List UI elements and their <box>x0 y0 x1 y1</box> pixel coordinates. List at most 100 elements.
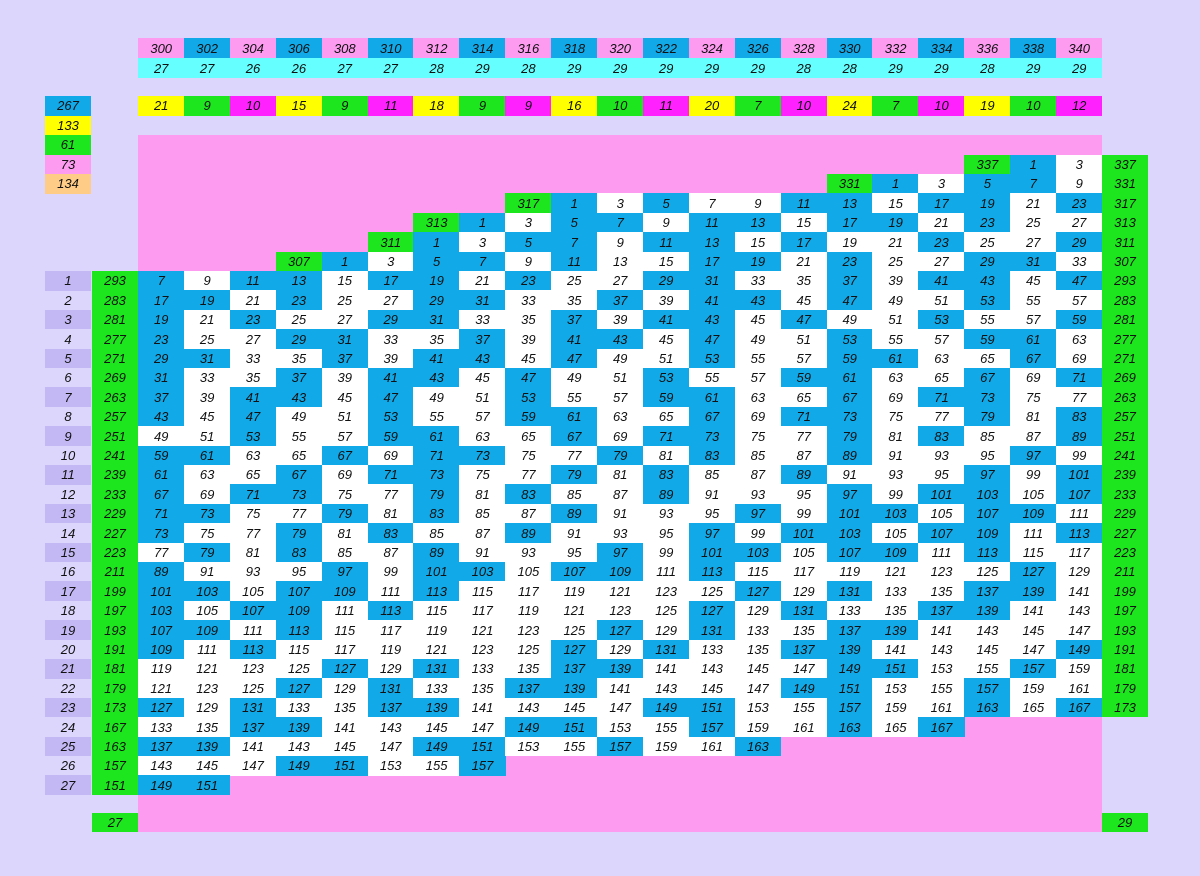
cell: 135 <box>459 678 506 699</box>
header-count: 28 <box>413 58 460 78</box>
cell: 135 <box>780 620 827 640</box>
cell: 19 <box>183 290 231 311</box>
row-right: 173 <box>1102 697 1148 718</box>
cell: 33 <box>229 348 277 369</box>
cell: 141 <box>1056 581 1103 602</box>
cell: 13 <box>826 193 873 214</box>
cell: 35 <box>275 348 323 369</box>
cell: 119 <box>413 620 460 640</box>
cell: 17 <box>918 193 965 214</box>
cell: 109 <box>321 581 368 602</box>
cell: 167 <box>918 717 965 737</box>
cell: 61 <box>413 426 460 446</box>
cell: 99 <box>1010 465 1057 485</box>
cell: 139 <box>872 620 919 640</box>
legend-cell: 133 <box>45 115 91 135</box>
cell: 79 <box>964 406 1011 427</box>
cell: 155 <box>413 756 460 776</box>
cell: 97 <box>734 503 782 524</box>
cell: 101 <box>138 581 185 602</box>
cell: 143 <box>367 717 414 737</box>
cell: 119 <box>138 659 185 679</box>
header-top: 322 <box>642 38 690 58</box>
cell: 105 <box>780 542 827 563</box>
cell: 9 <box>597 232 644 252</box>
header-group: 18 <box>413 96 460 116</box>
cell: 55 <box>275 426 323 446</box>
cell: 49 <box>551 368 598 388</box>
cell: 27 <box>918 251 965 272</box>
cell: 55 <box>734 348 782 369</box>
cell: 149 <box>275 756 323 776</box>
cell: 143 <box>918 639 965 660</box>
cell: 75 <box>872 406 919 427</box>
cell: 27 <box>1010 232 1057 252</box>
cell: 137 <box>505 678 552 699</box>
cell: 97 <box>321 562 368 582</box>
cell: 83 <box>413 503 460 524</box>
cell: 41 <box>413 348 460 369</box>
cell: 109 <box>275 600 323 621</box>
cell: 157 <box>597 736 644 757</box>
cell: 55 <box>413 406 460 427</box>
row-right: 337 <box>1102 154 1148 175</box>
cell: 33 <box>367 329 414 349</box>
cell: 131 <box>642 639 690 660</box>
cell: 41 <box>918 271 965 291</box>
row-label: 8 <box>64 409 72 425</box>
cell: 79 <box>826 426 873 446</box>
cell: 85 <box>321 542 368 563</box>
row-key: 199 <box>92 581 138 602</box>
cell: 83 <box>275 542 323 563</box>
cell: 31 <box>138 368 185 388</box>
cell: 127 <box>275 678 323 699</box>
cell: 33 <box>183 368 231 388</box>
cell: 21 <box>183 309 231 330</box>
row-key: 191 <box>92 639 138 660</box>
legend-cell: 73 <box>45 154 91 174</box>
cell: 87 <box>505 503 552 524</box>
cell: 139 <box>275 717 323 737</box>
cell: 153 <box>597 717 644 737</box>
cell: 103 <box>183 581 231 602</box>
cell: 79 <box>551 465 598 485</box>
cell: 83 <box>1056 406 1103 427</box>
legend-cell: 134 <box>45 174 91 194</box>
cell: 3 <box>918 174 965 194</box>
cell: 115 <box>413 600 460 621</box>
cell: 21 <box>459 271 506 291</box>
cell: 3 <box>459 232 506 252</box>
cell: 5 <box>964 174 1011 194</box>
cell: 77 <box>1056 387 1103 408</box>
cell: 85 <box>459 503 506 524</box>
cell: 111 <box>183 639 231 660</box>
cell: 141 <box>872 639 919 660</box>
cell: 35 <box>551 290 598 311</box>
cell: 71 <box>367 465 414 485</box>
header-group: 16 <box>551 96 598 116</box>
cell: 43 <box>964 271 1011 291</box>
cell: 115 <box>321 620 368 640</box>
cell: 79 <box>413 484 460 505</box>
header-group: 24 <box>826 96 873 116</box>
cell: 113 <box>275 620 323 640</box>
row-label: 1 <box>45 271 91 291</box>
cell: 139 <box>826 639 873 660</box>
cell: 99 <box>734 523 782 543</box>
cell: 81 <box>642 445 690 466</box>
cell: 77 <box>138 542 185 563</box>
cell: 111 <box>321 600 368 621</box>
cell: 57 <box>1056 290 1103 311</box>
cell: 7 <box>688 193 736 214</box>
cell: 47 <box>1056 271 1103 291</box>
row-label: 18 <box>60 603 76 619</box>
cell: 131 <box>229 697 277 718</box>
cell: 161 <box>1056 678 1103 699</box>
cell: 117 <box>505 581 552 602</box>
row-key: 181 <box>92 659 138 679</box>
row-right: 229 <box>1102 503 1148 524</box>
cell: 155 <box>551 736 598 757</box>
cell: 43 <box>688 309 736 330</box>
cell: 63 <box>183 465 231 485</box>
cell: 151 <box>872 659 919 679</box>
